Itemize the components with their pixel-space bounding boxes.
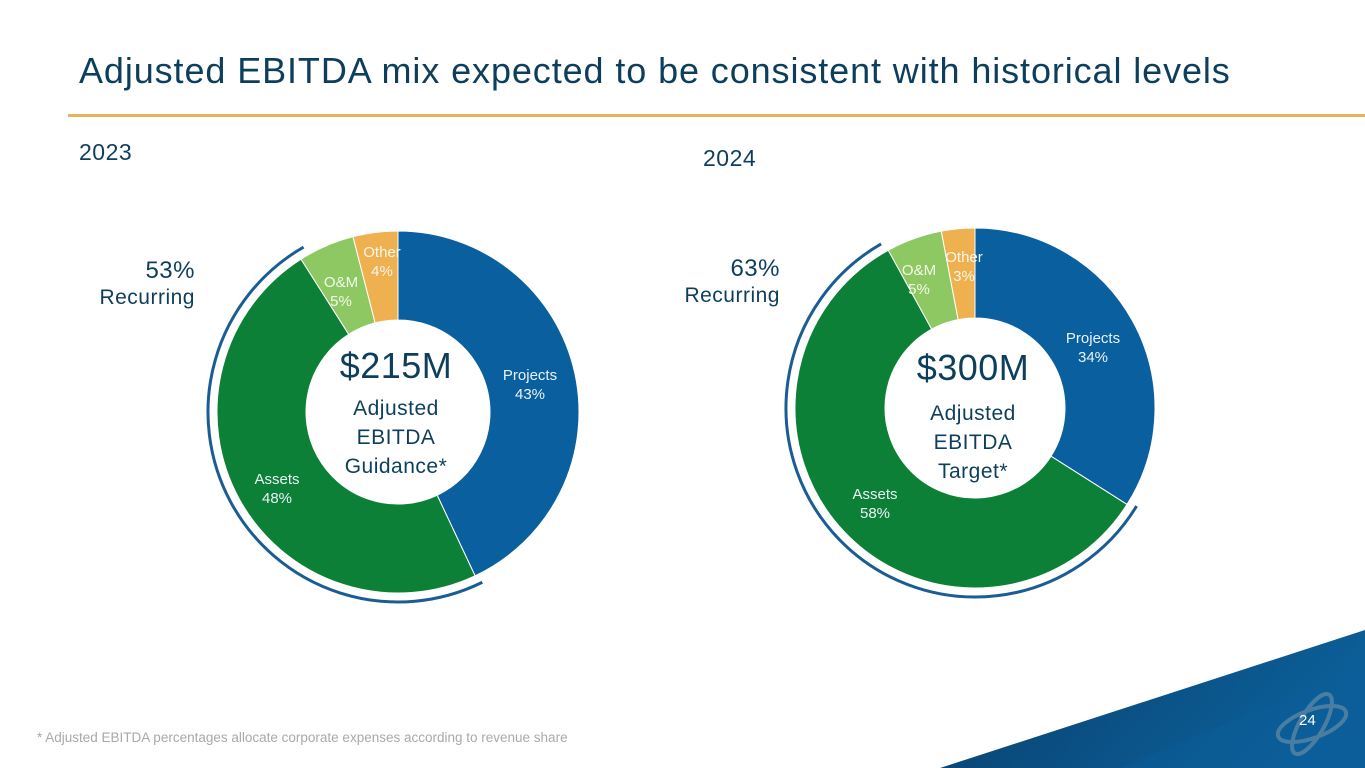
- chart-2023-year-label: 2023: [79, 139, 133, 165]
- slice-label-other: Other 4%: [363, 244, 401, 280]
- logo-icon: [1275, 691, 1349, 757]
- slice-assets: [794, 249, 1128, 589]
- recurring-arc: [784, 242, 1138, 599]
- recurring-label: Recurring: [99, 286, 195, 309]
- slice-projects: [397, 230, 580, 577]
- chart-2023-recurring-callout: 53% Recurring: [55, 257, 195, 311]
- chart-2023: Projects 43% Assets 48% O&M 5%Other 4% $215M Adj…: [206, 230, 580, 604]
- title-divider: [68, 114, 1365, 117]
- slice-label-other: Other 3%: [945, 249, 983, 285]
- slice-label-assets: Assets 58%: [852, 486, 897, 522]
- recurring-label: Recurring: [684, 284, 780, 307]
- recurring-arc: [206, 245, 483, 604]
- center-caption: EBITDA: [934, 431, 1013, 454]
- slice-projects: [974, 227, 1156, 506]
- center-caption: Guidance*: [345, 455, 448, 478]
- slice-label-projects: Projects 43%: [503, 367, 557, 403]
- slice-other: [940, 227, 976, 321]
- slice-label-assets: Assets 48%: [254, 471, 299, 507]
- footnote: * Adjusted EBITDA percentages allocate c…: [37, 730, 568, 745]
- slice-label-om: O&M 5%: [902, 262, 936, 298]
- slice-other: [352, 230, 399, 324]
- center-caption: Adjusted: [930, 402, 1016, 425]
- recurring-pct: 53%: [145, 257, 195, 284]
- recurring-pct: 63%: [730, 255, 780, 282]
- slice-label-om: O&M 5%: [324, 274, 358, 310]
- slide-title: Adjusted EBITDA mix expected to be consi…: [79, 50, 1231, 91]
- page-number: 24: [1299, 712, 1316, 729]
- center-caption: Adjusted: [353, 397, 439, 420]
- chart-2024: Projects 34% Assets 58% O&M 5% Other 3% $300M Adj…: [784, 227, 1156, 599]
- chart-2024-year-label: 2024: [703, 145, 757, 171]
- center-caption: Target*: [938, 460, 1008, 483]
- center-value: $215M: [340, 345, 453, 386]
- chart-2024-recurring-callout: 63% Recurring: [640, 255, 780, 309]
- center-value: $300M: [917, 347, 1030, 388]
- footer-band: [940, 630, 1365, 768]
- center-caption: EBITDA: [357, 426, 436, 449]
- slice-label-projects: Projects 34%: [1066, 330, 1120, 366]
- slice-assets: [216, 258, 476, 594]
